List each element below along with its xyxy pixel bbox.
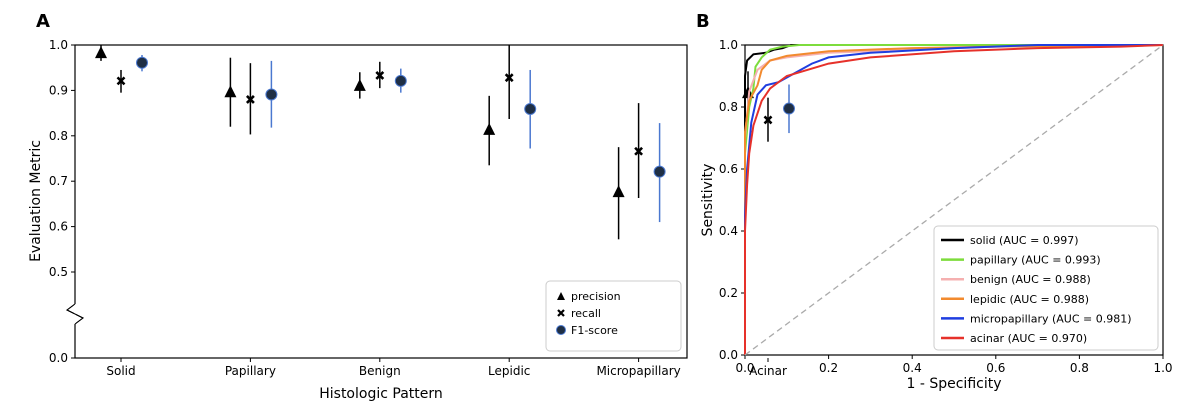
panel-b-ytick-label: 0.4 (719, 224, 738, 238)
panel-a-ytick-label: 0.0 (49, 351, 68, 365)
panel-a-xtick-label: Acinar (749, 364, 787, 378)
panel-b-xtick-label: 0.4 (903, 361, 922, 375)
panel-a-xtick-label: Papillary (225, 364, 276, 378)
panel-b-ytick-label: 0.6 (719, 162, 738, 176)
panel-a-point-precision (95, 46, 107, 59)
panel-a-legend-box (545, 280, 682, 352)
panel-b-xtick-label: 0.8 (1070, 361, 1089, 375)
panel-a-point-recall (504, 73, 514, 83)
panel-a-ytick-label: 0.9 (49, 83, 68, 97)
panel-b-legend-label: acinar (AUC = 0.970) (970, 332, 1087, 345)
panel-a-point-precision (483, 122, 496, 135)
panel-a-point-f1 (394, 74, 407, 87)
panel-b-xtick-label: 1.0 (1153, 361, 1172, 375)
panel-b-ytick-label: 0.8 (719, 100, 738, 114)
panel-a-legend-label: recall (571, 307, 601, 320)
panel-b-chart: 0.0 0.2 0.4 0.6 0.8 1.0 0.0 0.2 0.4 0.6 0.8 1.0 1 -… (700, 38, 1173, 392)
panel-a-xtick-label: Solid (106, 364, 135, 378)
panel-b-axes: 0.0 0.2 0.4 0.6 0.8 1.0 0.0 0.2 0.4 0.6 0.8 1.0 (719, 38, 1173, 375)
panel-a-ylabel: Evaluation Metric (28, 140, 44, 262)
panel-a-point-recall (116, 76, 126, 86)
panel-a-point-f1 (136, 56, 148, 69)
panel-b-ytick-label: 0.2 (719, 286, 738, 300)
panel-b-xtick-label: 0.0 (735, 361, 754, 375)
panel-a-legend-label: F1-score (571, 324, 618, 337)
panel-a-point-recall (245, 95, 255, 104)
panel-a-point-recall (763, 115, 773, 125)
panel-a-ytick-label: 0.6 (49, 220, 68, 234)
panel-label-a: A (36, 11, 50, 32)
panel-b-roc-curve (744, 44, 1164, 355)
panel-a-legend-label: precision (571, 290, 621, 303)
panel-b-legend-label: solid (AUC = 0.997) (970, 234, 1079, 247)
panel-b-xlabel: 1 - Specificity (906, 376, 1001, 392)
panel-b-xtick-label: 0.6 (986, 361, 1005, 375)
panel-label-b: B (696, 11, 710, 32)
panel-b-data (744, 44, 1164, 356)
panel-a-chart: 0.0 0.5 0.6 0.7 0.8 0.9 1.0 Solid Papillary Benig… (28, 38, 795, 402)
panel-a-point-f1 (265, 88, 278, 101)
panel-b-legend-label: micropapillary (AUC = 0.981) (970, 312, 1132, 325)
panel-a-point-precision (224, 85, 237, 98)
panel-b-legend-label: papillary (AUC = 0.993) (970, 254, 1101, 267)
panel-a-ytick-label: 0.8 (49, 129, 68, 143)
panel-b-roc-curve (744, 44, 1164, 355)
panel-a-point-f1 (783, 102, 795, 115)
panel-a-xtick-label: Benign (359, 364, 401, 378)
legend-marker-recall (557, 309, 565, 317)
panel-a-legend: precision recall F1-score (545, 280, 682, 352)
panel-a-plot-frame (74, 44, 688, 359)
panel-a-point-recall (634, 146, 644, 156)
panel-a-point-recall (375, 70, 385, 80)
panel-b-roc-curve (744, 44, 1163, 355)
panel-b-legend: solid (AUC = 0.997) papillary (AUC = 0.99… (933, 225, 1159, 351)
panel-b-ytick-label: 1.0 (719, 38, 738, 52)
panel-a-point-f1 (524, 103, 537, 116)
panel-b-chance-line (744, 44, 1164, 356)
panel-a-xtick-label: Micropapillary (596, 364, 680, 378)
panel-a-ytick-label: 0.5 (49, 265, 68, 279)
panel-a-point-f1 (653, 165, 666, 178)
panel-a-axes: 0.0 0.5 0.6 0.7 0.8 0.9 1.0 Solid Papillary Benig… (49, 38, 787, 378)
panel-a-point-precision (612, 185, 625, 198)
panel-b-legend-label: lepidic (AUC = 0.988) (970, 293, 1089, 306)
legend-marker-precision (557, 292, 565, 300)
panel-a-xlabel: Histologic Pattern (319, 386, 443, 402)
panel-b-legend-label: benign (AUC = 0.988) (970, 273, 1091, 286)
panel-a-data (95, 45, 795, 240)
panel-a-xtick-label: Lepidic (488, 364, 530, 378)
panel-a-axis-break-zigzag (66, 303, 84, 325)
panel-b-ytick-label: 0.0 (719, 348, 738, 362)
legend-marker-f1 (556, 325, 566, 335)
panel-b-ylabel: Sensitivity (700, 164, 716, 237)
panel-a-ytick-label: 1.0 (49, 38, 68, 52)
panel-a-point-precision (353, 78, 366, 91)
panel-a-ytick-label: 0.7 (49, 174, 68, 188)
panel-b-legend-box (933, 225, 1159, 351)
panel-b-xtick-label: 0.2 (819, 361, 838, 375)
